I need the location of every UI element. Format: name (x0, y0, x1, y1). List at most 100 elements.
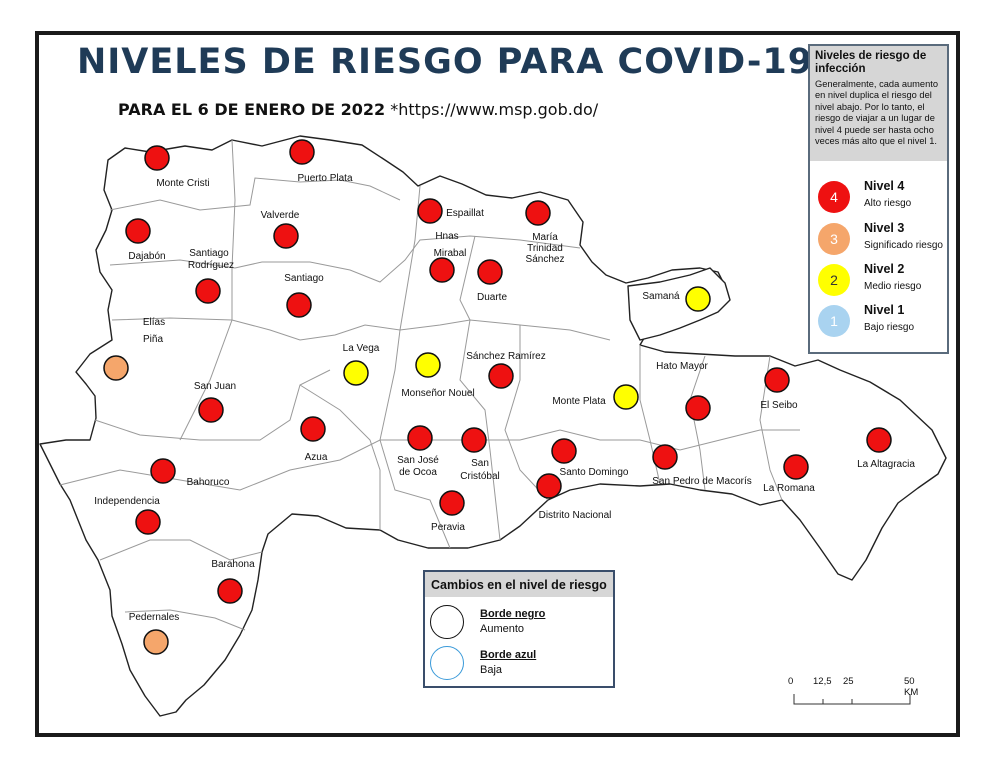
label-san-juan: San Juan (194, 381, 236, 392)
label-elias-pina-2: Piña (143, 334, 163, 345)
level-2-desc: Medio riesgo (864, 281, 922, 292)
label-bahoruco: Bahoruco (187, 477, 230, 488)
label-monsenor-nouel: Monseñor Nouel (401, 388, 474, 399)
subtitle-source: *https://www.msp.gob.do/ (390, 100, 599, 119)
marker-san-cristobal (461, 427, 487, 453)
label-el-seibo: El Seibo (760, 400, 798, 411)
marker-pedernales (143, 629, 169, 655)
level-1-desc: Bajo riesgo (864, 322, 915, 333)
label-distrito-nacional: Distrito Nacional (539, 510, 612, 521)
legend-level-4: 4 Nivel 4 Alto riesgo (818, 179, 948, 215)
marker-distrito-nacional (536, 473, 562, 499)
marker-hnas-mirabal (429, 257, 455, 283)
marker-bahoruco (150, 458, 176, 484)
marker-la-vega (343, 360, 369, 386)
marker-duarte (477, 259, 503, 285)
label-santiago: Santiago (284, 273, 324, 284)
label-santiago-rodriguez-2: Rodríguez (188, 260, 234, 271)
label-peravia: Peravia (431, 522, 465, 533)
level-4-dot: 4 (818, 181, 850, 213)
label-dajabon: Dajabón (128, 251, 165, 262)
marker-azua (300, 416, 326, 442)
label-sanchez-ramirez: Sánchez Ramírez (466, 351, 545, 362)
level-1-name: Nivel 1 (864, 303, 905, 317)
marker-monte-cristi (144, 145, 170, 171)
black-border-ring (430, 605, 464, 639)
marker-la-romana (783, 454, 809, 480)
marker-peravia (439, 490, 465, 516)
label-la-vega: La Vega (343, 343, 380, 354)
legend-title: Niveles de riesgo de infección (815, 50, 927, 75)
legend-header: Niveles de riesgo de infección Generalme… (810, 46, 947, 161)
label-san-pedro-de-macoris: San Pedro de Macorís (652, 476, 752, 487)
legend-level-1: 1 Nivel 1 Bajo riesgo (818, 303, 948, 339)
label-maria-trinidad-sanchez: María (532, 232, 558, 243)
level-4-desc: Alto riesgo (864, 198, 912, 209)
marker-elias-pina (103, 355, 129, 381)
marker-maria-trinidad-sanchez (525, 200, 551, 226)
page-subtitle: PARA EL 6 DE ENERO DE 2022 *https://www.… (118, 100, 598, 119)
label-san-jose-de-ocoa-2: de Ocoa (399, 467, 437, 478)
label-barahona: Barahona (211, 559, 255, 570)
marker-el-seibo (764, 367, 790, 393)
marker-santiago-rodriguez (195, 278, 221, 304)
label-pedernales: Pedernales (129, 612, 180, 623)
label-azua: Azua (305, 452, 328, 463)
province-markers (103, 139, 892, 655)
label-hnas-mirabal: Hnas (435, 231, 458, 242)
legend-level-2: 2 Nivel 2 Medio riesgo (818, 262, 948, 298)
label-duarte: Duarte (477, 292, 507, 303)
country-outline (39, 135, 947, 717)
label-la-romana: La Romana (763, 483, 815, 494)
label-valverde: Valverde (261, 210, 300, 221)
marker-la-altagracia (866, 427, 892, 453)
marker-puerto-plata (289, 139, 315, 165)
label-santo-domingo: Santo Domingo (560, 467, 629, 478)
legend-description: Generalmente, cada aumento en nivel dupl… (815, 79, 939, 147)
label-la-altagracia: La Altagracia (857, 459, 915, 470)
marker-santiago (286, 292, 312, 318)
marker-san-jose-de-ocoa (407, 425, 433, 451)
legend-level-3: 3 Nivel 3 Significado riesgo (818, 221, 948, 257)
level-2-name: Nivel 2 (864, 262, 905, 276)
label-san-cristobal-2: Cristóbal (460, 471, 499, 482)
marker-san-pedro-de-macoris (652, 444, 678, 470)
marker-santo-domingo (551, 438, 577, 464)
marker-valverde (273, 223, 299, 249)
scale-tick-25: 25 (843, 676, 854, 687)
level-2-dot: 2 (818, 264, 850, 296)
label-elias-pina: Elías (143, 317, 165, 328)
scale-line (793, 694, 911, 705)
scale-tick-50: 50 KM (904, 676, 919, 698)
level-4-name: Nivel 4 (864, 179, 905, 193)
change-increase-desc: Aumento (480, 623, 525, 635)
risk-level-legend: Niveles de riesgo de infección Generalme… (808, 44, 949, 354)
marker-monte-plata (613, 384, 639, 410)
province-borders (59, 139, 800, 631)
label-san-cristobal: San (471, 458, 489, 469)
blue-border-ring (430, 646, 464, 680)
label-samana: Samaná (642, 291, 680, 302)
change-increase-name: Borde negro (480, 608, 546, 620)
level-3-name: Nivel 3 (864, 221, 905, 235)
marker-barahona (217, 578, 243, 604)
scale-bar: 0 12,5 25 50 KM (780, 676, 930, 716)
risk-change-legend: Cambios en el nivel de riesgo Borde negr… (423, 570, 615, 688)
label-independencia: Independencia (94, 496, 160, 507)
marker-independencia (135, 509, 161, 535)
marker-monsenor-nouel (415, 352, 441, 378)
marker-sanchez-ramirez (488, 363, 514, 389)
level-3-desc: Significado riesgo (864, 240, 943, 251)
change-decrease-name: Borde azul (480, 649, 537, 661)
change-decrease: Borde azul Baja (430, 646, 610, 682)
label-maria-trinidad-sanchez-2: Trinidad (527, 243, 563, 254)
changes-title: Cambios en el nivel de riesgo (425, 572, 613, 597)
change-increase: Borde negro Aumento (430, 605, 610, 641)
marker-espaillat (417, 198, 443, 224)
label-maria-trinidad-sanchez-3: Sánchez (526, 254, 565, 265)
province-labels: Monte Cristi Puerto Plata Valverde Espai… (94, 173, 915, 623)
label-san-jose-de-ocoa: San José (397, 455, 439, 466)
label-santiago-rodriguez: Santiago (189, 248, 229, 259)
level-1-dot: 1 (818, 305, 850, 337)
